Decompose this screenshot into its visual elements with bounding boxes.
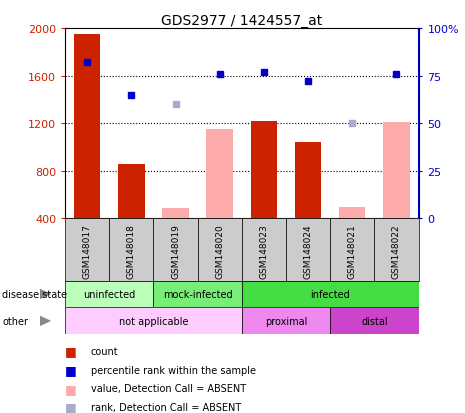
Bar: [206, 129, 233, 219]
Bar: [383, 123, 410, 219]
Bar: [330, 308, 418, 335]
Text: ■: ■: [65, 344, 77, 358]
Text: not applicable: not applicable: [119, 316, 188, 326]
Bar: [162, 208, 189, 219]
Text: ■: ■: [65, 363, 77, 376]
Text: GSM148018: GSM148018: [127, 224, 136, 279]
Text: uninfected: uninfected: [83, 289, 135, 299]
Text: value, Detection Call = ABSENT: value, Detection Call = ABSENT: [91, 383, 246, 393]
Text: GSM148021: GSM148021: [348, 224, 357, 278]
Text: GSM148020: GSM148020: [215, 224, 224, 278]
Title: GDS2977 / 1424557_at: GDS2977 / 1424557_at: [161, 14, 322, 28]
Text: distal: distal: [361, 316, 388, 326]
Bar: [118, 165, 145, 219]
Bar: [153, 281, 242, 308]
Bar: [286, 219, 330, 281]
Bar: [74, 35, 100, 219]
Bar: [109, 219, 153, 281]
Text: GSM148023: GSM148023: [259, 224, 268, 278]
Text: mock-infected: mock-infected: [163, 289, 232, 299]
Bar: [295, 143, 321, 219]
Text: proximal: proximal: [265, 316, 307, 326]
Bar: [251, 122, 277, 219]
Polygon shape: [40, 289, 51, 300]
Text: ■: ■: [65, 400, 77, 413]
Text: GSM148017: GSM148017: [83, 224, 92, 279]
Text: infected: infected: [310, 289, 350, 299]
Bar: [153, 219, 198, 281]
Text: ■: ■: [65, 382, 77, 395]
Bar: [374, 219, 419, 281]
Bar: [339, 207, 365, 219]
Text: GSM148022: GSM148022: [392, 224, 401, 278]
Bar: [242, 219, 286, 281]
Bar: [242, 281, 418, 308]
Text: GSM148019: GSM148019: [171, 224, 180, 279]
Bar: [65, 219, 109, 281]
Text: rank, Detection Call = ABSENT: rank, Detection Call = ABSENT: [91, 402, 241, 412]
Polygon shape: [40, 316, 51, 327]
Bar: [65, 308, 242, 335]
Bar: [65, 281, 153, 308]
Text: GSM148024: GSM148024: [304, 224, 312, 278]
Bar: [242, 308, 330, 335]
Text: disease state: disease state: [2, 289, 67, 299]
Text: count: count: [91, 346, 118, 356]
Text: percentile rank within the sample: percentile rank within the sample: [91, 365, 256, 375]
Text: other: other: [2, 316, 28, 326]
Bar: [330, 219, 374, 281]
Bar: [198, 219, 242, 281]
